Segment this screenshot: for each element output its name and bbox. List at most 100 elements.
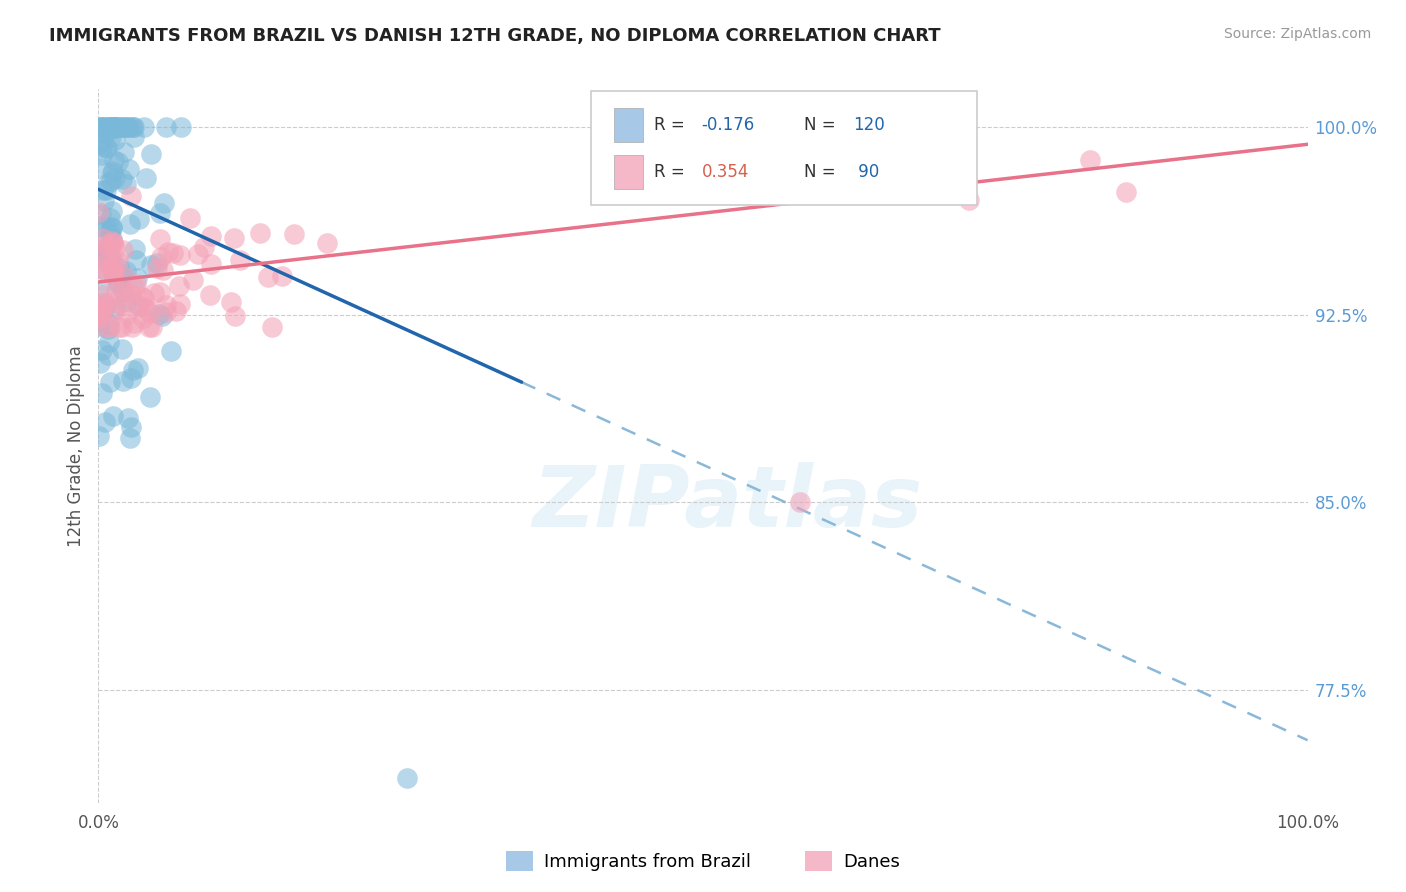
Text: 120: 120	[853, 116, 886, 134]
Point	[112, 268, 135, 283]
Point	[96, 120, 118, 134]
Point	[103, 120, 125, 134]
Point	[94, 183, 117, 197]
Point	[107, 155, 129, 169]
Point	[143, 286, 166, 301]
Point	[115, 120, 138, 134]
Point	[162, 246, 184, 260]
Point	[131, 290, 153, 304]
Point	[122, 316, 145, 330]
Point	[122, 120, 145, 134]
Point	[120, 120, 142, 134]
Point	[120, 287, 142, 301]
Point	[101, 120, 124, 134]
Point	[125, 271, 148, 285]
Point	[93, 194, 115, 208]
Point	[283, 227, 305, 241]
Point	[101, 221, 124, 235]
Point	[97, 348, 120, 362]
Point	[169, 247, 191, 261]
Point	[145, 260, 167, 275]
Text: 90: 90	[853, 163, 880, 181]
Point	[160, 344, 183, 359]
Text: ZIPatlas: ZIPatlas	[531, 461, 922, 545]
Point	[98, 120, 121, 134]
Point	[90, 343, 112, 357]
Point	[101, 164, 124, 178]
Point	[149, 232, 172, 246]
Point	[111, 343, 134, 357]
Point	[94, 220, 117, 235]
Point	[93, 247, 115, 261]
Point	[103, 267, 125, 281]
Point	[135, 171, 157, 186]
Point	[152, 262, 174, 277]
Point	[117, 411, 139, 425]
Point	[91, 295, 114, 310]
Point	[117, 120, 139, 134]
Point	[89, 429, 111, 443]
Point	[138, 306, 160, 320]
Point	[224, 230, 246, 244]
Point	[187, 247, 209, 261]
Point	[132, 120, 155, 134]
Point	[148, 307, 170, 321]
Point	[96, 238, 118, 252]
Point	[89, 309, 111, 323]
Point	[98, 211, 121, 226]
Point	[96, 241, 118, 255]
Text: R =: R =	[654, 116, 690, 134]
Point	[97, 335, 120, 350]
Point	[93, 120, 115, 134]
Point	[90, 120, 112, 134]
Point	[87, 306, 110, 320]
Point	[128, 211, 150, 226]
Point	[127, 296, 149, 310]
Point	[165, 304, 187, 318]
Point	[93, 320, 115, 334]
Point	[112, 145, 135, 159]
Point	[169, 297, 191, 311]
Point	[134, 301, 156, 315]
Point	[98, 226, 121, 240]
Point	[100, 120, 122, 134]
Point	[100, 174, 122, 188]
Point	[104, 171, 127, 186]
Point	[90, 303, 112, 318]
Point	[93, 262, 115, 277]
Point	[120, 371, 142, 385]
Point	[103, 120, 125, 134]
Point	[101, 265, 124, 279]
Point	[120, 189, 142, 203]
Point	[127, 361, 149, 376]
Point	[101, 120, 124, 134]
Legend: Immigrants from Brazil, Danes: Immigrants from Brazil, Danes	[499, 844, 907, 879]
Point	[96, 299, 118, 313]
Point	[957, 194, 980, 208]
Point	[224, 310, 246, 324]
Point	[97, 321, 120, 335]
Point	[122, 130, 145, 145]
Point	[155, 304, 177, 318]
Point	[101, 204, 124, 219]
Point	[107, 275, 129, 289]
Point	[108, 289, 131, 303]
Point	[139, 147, 162, 161]
Point	[89, 161, 111, 175]
Point	[179, 211, 201, 226]
Point	[105, 285, 128, 299]
Point	[89, 260, 111, 275]
Point	[98, 221, 121, 235]
Point	[90, 140, 112, 154]
Point	[101, 236, 124, 251]
Point	[91, 183, 114, 197]
Point	[96, 141, 118, 155]
Point	[112, 285, 135, 299]
Point	[96, 254, 118, 268]
Point	[155, 120, 177, 134]
Point	[94, 245, 117, 260]
Point	[150, 309, 173, 323]
Point	[111, 284, 134, 298]
Point	[96, 244, 118, 258]
Point	[96, 296, 118, 310]
